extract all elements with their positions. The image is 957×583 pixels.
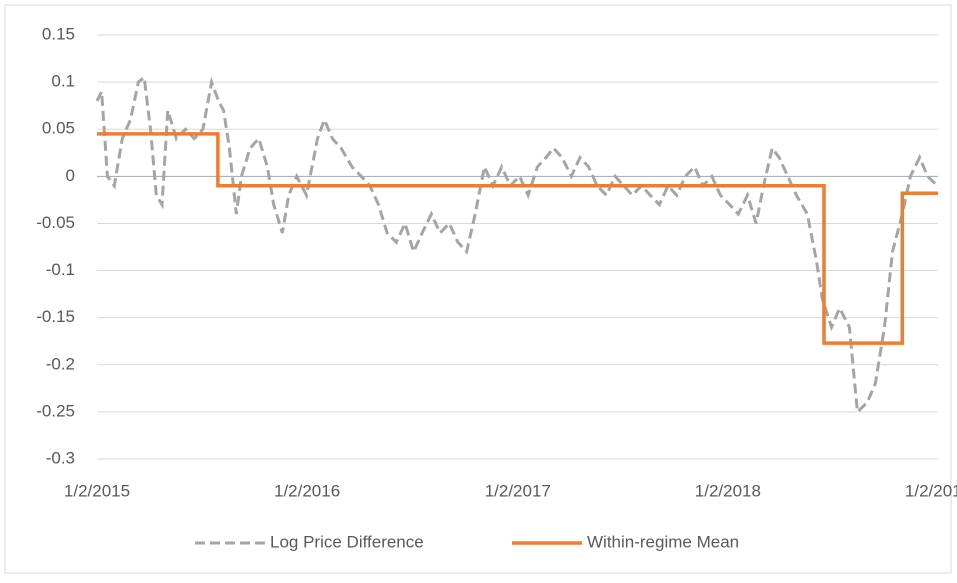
x-tick-label: 1/2/2019 (905, 481, 957, 500)
y-tick-label: -0.15 (36, 307, 75, 326)
legend-label: Within-regime Mean (587, 532, 739, 551)
chart-frame (4, 4, 952, 574)
y-tick-label: 0 (66, 166, 75, 185)
x-tick-label: 1/2/2017 (485, 481, 551, 500)
y-tick-label: 0.1 (51, 72, 75, 91)
legend-label: Log Price Difference (270, 532, 424, 551)
x-tick-label: 1/2/2015 (64, 481, 130, 500)
series-line (97, 132, 938, 345)
y-tick-label: -0.1 (46, 260, 75, 279)
y-tick-label: 0.05 (42, 119, 75, 138)
x-tick-label: 1/2/2016 (274, 481, 340, 500)
y-tick-label: -0.3 (46, 448, 75, 467)
y-tick-label: -0.05 (36, 213, 75, 232)
x-tick-label: 1/2/2018 (695, 481, 761, 500)
y-tick-label: -0.25 (36, 401, 75, 420)
y-tick-label: -0.2 (46, 354, 75, 373)
y-tick-label: 0.15 (42, 24, 75, 43)
